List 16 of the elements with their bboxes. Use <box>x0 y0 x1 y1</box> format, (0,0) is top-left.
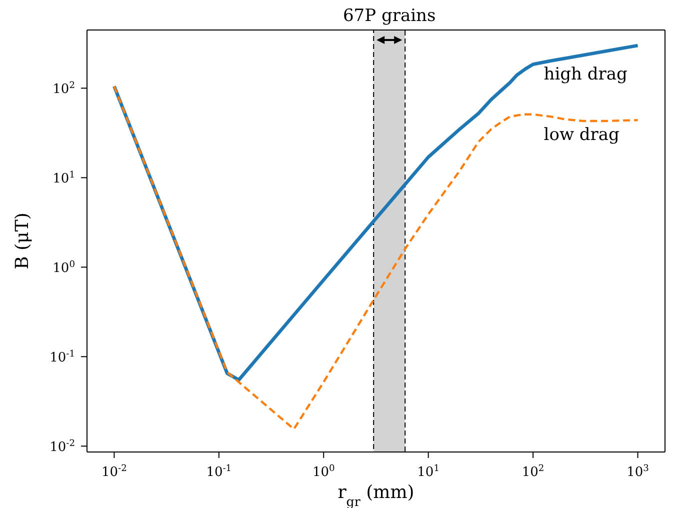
series-label: low drag <box>544 125 620 146</box>
x-tick-label: 10$^{-2}$ <box>101 464 127 480</box>
y-tick-label: 10$^{-2}$ <box>50 439 75 456</box>
x-tick-label: 10$^{1}$ <box>417 464 440 480</box>
x-tick-label: 10$^{-1}$ <box>206 464 232 480</box>
y-tick-label: 10$^{2}$ <box>52 81 75 98</box>
y-tick-label: 10$^{1}$ <box>52 170 75 187</box>
series-label: high drag <box>544 64 628 84</box>
y-tick-label: 10$^{0}$ <box>52 260 76 276</box>
x-tick-label: 10$^{0}$ <box>312 464 335 480</box>
x-tick-label: 10$^{2}$ <box>522 464 544 480</box>
x-axis-title: r$_{gr}$ (mm) <box>338 482 414 508</box>
y-axis-title: B (μT) <box>12 212 33 270</box>
x-tick-label: 10$^{3}$ <box>626 464 650 480</box>
y-tick-label: 10$^{-1}$ <box>50 350 75 366</box>
band-label: 67P grains <box>342 6 436 26</box>
